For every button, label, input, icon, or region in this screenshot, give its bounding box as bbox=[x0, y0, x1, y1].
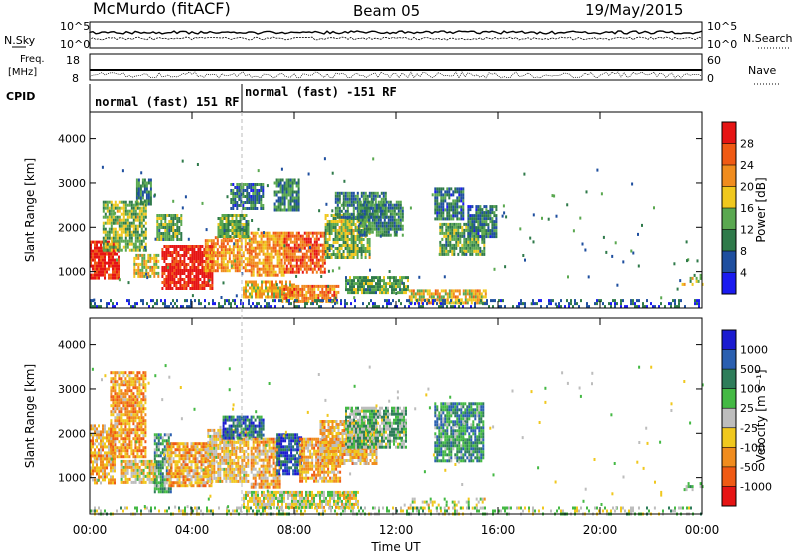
colorbar-swatch bbox=[722, 143, 736, 165]
nave-trace bbox=[89, 71, 703, 79]
y-tick-label: 4000 bbox=[58, 339, 86, 352]
colorbar-tick-label: 16 bbox=[740, 202, 754, 215]
date-label: 19/May/2015 bbox=[585, 1, 683, 19]
velocity-y-axis: 1000 2000 3000 4000 bbox=[58, 339, 702, 485]
power-colorbar-label: Power [dB] bbox=[754, 177, 768, 242]
colorbar-tick-label: 1000 bbox=[740, 344, 768, 357]
colorbar-swatch bbox=[722, 388, 736, 409]
y-tick-label: 3000 bbox=[58, 383, 86, 396]
colorbar-swatch bbox=[722, 369, 736, 389]
colorbar-swatch bbox=[722, 349, 736, 370]
colorbar-tick-label: 100 bbox=[740, 383, 761, 396]
colorbar-frame bbox=[721, 329, 737, 507]
nave-tick-bottom: 0 bbox=[707, 72, 714, 85]
colorbar-swatch bbox=[722, 408, 736, 428]
colorbar-tick-label: 20 bbox=[740, 181, 754, 194]
x-tick-label: 20:00 bbox=[583, 523, 618, 537]
colorbar-swatch bbox=[722, 122, 736, 144]
colorbar-swatch bbox=[722, 251, 736, 273]
colorbar-tick-label: 500 bbox=[740, 363, 761, 376]
colorbar-tick-label: -1000 bbox=[740, 480, 772, 493]
y-tick-label: 3000 bbox=[58, 177, 86, 190]
colorbar-swatch bbox=[722, 229, 736, 251]
colorbar-swatch bbox=[722, 447, 736, 467]
nave-label: Nave bbox=[748, 64, 776, 77]
colorbar-tick-label: -25 bbox=[740, 422, 758, 435]
nsearch-label: N.Search bbox=[743, 32, 793, 45]
colorbar-tick-label: 4 bbox=[740, 267, 747, 280]
x-tick-label: 12:00 bbox=[379, 523, 414, 537]
y-tick-label: 2000 bbox=[58, 427, 86, 440]
power-y-axis: 1000 2000 3000 4000 bbox=[58, 133, 702, 279]
noise-traces bbox=[89, 30, 703, 41]
colorbar-swatch bbox=[722, 165, 736, 187]
freq-panel bbox=[89, 53, 703, 81]
x-tick-label: 00:00 bbox=[685, 523, 720, 537]
velocity-heatmap bbox=[90, 364, 704, 516]
radar-title: McMurdo (fitACF) bbox=[93, 0, 231, 18]
x-tick-label: 08:00 bbox=[277, 523, 312, 537]
power-y-label: Slant Range [km] bbox=[23, 158, 37, 262]
freq-label: Freq. bbox=[20, 54, 45, 65]
x-axis-label: Time UT bbox=[370, 540, 421, 554]
nsky-tick-bottom: 10^0 bbox=[60, 38, 90, 51]
colorbar-swatch bbox=[722, 330, 736, 350]
velocity-colorbar-label: Velocity [m s⁻¹] bbox=[754, 369, 768, 462]
colorbar-swatch bbox=[722, 208, 736, 230]
colorbar-tick-label: -500 bbox=[740, 461, 765, 474]
x-tick-label: 16:00 bbox=[481, 523, 516, 537]
colorbar-swatch bbox=[722, 486, 736, 506]
nsearch-tick-top: 10^5 bbox=[707, 20, 737, 33]
cpid-segment-2: normal (fast) -151 RF bbox=[245, 85, 397, 99]
nsky-tick-top: 10^5 bbox=[60, 20, 90, 33]
power-heatmap bbox=[90, 157, 704, 309]
colorbar-swatch bbox=[722, 272, 736, 294]
colorbar-swatch bbox=[722, 466, 736, 487]
y-tick-label: 2000 bbox=[58, 221, 86, 234]
x-tick-label: 04:00 bbox=[175, 523, 210, 537]
nave-tick-top: 60 bbox=[707, 54, 721, 67]
colorbar-tick-label: 28 bbox=[740, 138, 754, 151]
colorbar-swatch bbox=[722, 427, 736, 448]
power-colorbar: 28 24 20 16 12 8 4 bbox=[721, 121, 754, 295]
y-tick-label: 1000 bbox=[58, 266, 86, 279]
x-axis: 00:00 04:00 08:00 12:00 16:00 20:00 00:00 bbox=[73, 112, 720, 537]
velocity-colorbar: 1000 500 100 25 -25 -100 -500 -1000 bbox=[721, 329, 772, 507]
nsearch-tick-bottom: 10^0 bbox=[707, 38, 737, 51]
colorbar-swatch bbox=[722, 186, 736, 208]
colorbar-tick-label: 24 bbox=[740, 159, 754, 172]
x-tick-label: 00:00 bbox=[73, 523, 108, 537]
nsearch-trace bbox=[89, 36, 703, 41]
velocity-y-label: Slant Range [km] bbox=[23, 364, 37, 468]
power-panel-bg bbox=[90, 112, 702, 308]
beam-label: Beam 05 bbox=[353, 2, 420, 20]
colorbar-tick-label: 25 bbox=[740, 402, 754, 415]
cpid-label: CPID bbox=[6, 90, 35, 103]
freq-traces bbox=[89, 69, 703, 79]
y-tick-label: 4000 bbox=[58, 133, 86, 146]
cpid-segment-1: normal (fast) 151 RF bbox=[95, 95, 240, 109]
colorbar-tick-label: 8 bbox=[740, 245, 747, 258]
y-tick-label: 1000 bbox=[58, 472, 86, 485]
colorbar-tick-label: -100 bbox=[740, 441, 765, 454]
nsky-trace bbox=[89, 30, 703, 35]
freq-tick-top: 18 bbox=[66, 54, 80, 67]
freq-tick-bottom: 8 bbox=[72, 72, 79, 85]
nsky-label: N.Sky bbox=[4, 34, 36, 47]
freq-unit-label: [MHz] bbox=[8, 67, 37, 78]
colorbar-tick-label: 12 bbox=[740, 224, 754, 237]
noise-panel bbox=[89, 21, 703, 49]
